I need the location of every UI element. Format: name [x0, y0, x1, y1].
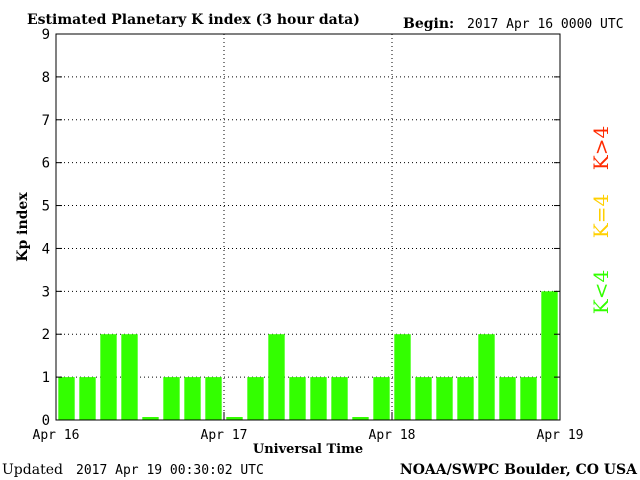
kp-bar [541, 291, 558, 420]
y-axis-label: Kp index [15, 192, 31, 262]
kp-bar [184, 377, 201, 420]
kp-bar [121, 334, 138, 420]
x-tick-label: Apr 16 [33, 428, 80, 443]
y-tick-label: 7 [42, 113, 50, 129]
y-tick-label: 6 [42, 156, 50, 172]
kp-bar [499, 377, 516, 420]
kp-bar [331, 377, 348, 420]
y-tick-label: 0 [42, 413, 50, 429]
color-legend: K>4 K=4 K<4 [589, 126, 613, 314]
y-tick-label: 2 [42, 327, 50, 343]
kp-bar [79, 377, 96, 420]
x-axis-ticks: Apr 16 Apr 17 Apr 18 Apr 19 [33, 412, 584, 443]
y-tick-label: 5 [42, 199, 50, 215]
kp-bar [142, 417, 159, 420]
kp-bar [478, 334, 495, 420]
source-credit: NOAA/SWPC Boulder, CO USA [400, 462, 638, 478]
legend-item: K<4 [589, 270, 613, 314]
bar-series [58, 291, 558, 420]
grid-lines [56, 34, 560, 420]
legend-item: K>4 [589, 126, 613, 170]
updated-value: 2017 Apr 19 00:30:02 UTC [76, 463, 264, 478]
kp-bar [268, 334, 285, 420]
kp-bar [520, 377, 537, 420]
updated-label: Updated [2, 462, 63, 478]
kp-bar [373, 377, 390, 420]
kp-bar [205, 377, 222, 420]
kp-bar [352, 417, 369, 420]
kp-bar [247, 377, 264, 420]
x-tick-label: Apr 19 [537, 428, 584, 443]
kp-bar [163, 377, 180, 420]
chart-title: Estimated Planetary K index (3 hour data… [27, 12, 360, 28]
y-tick-label: 1 [42, 370, 50, 386]
begin-value: 2017 Apr 16 0000 UTC [467, 17, 624, 32]
kp-bar [310, 377, 327, 420]
x-tick-label: Apr 17 [201, 428, 248, 443]
x-axis-label: Universal Time [253, 442, 363, 457]
kp-bar [436, 377, 453, 420]
legend-item: K=4 [589, 194, 613, 238]
kp-bar [58, 377, 75, 420]
kp-bar [415, 377, 432, 420]
plot-frame [55, 33, 561, 421]
kp-bar [100, 334, 117, 420]
kp-bar [394, 334, 411, 420]
y-tick-label: 8 [42, 70, 50, 86]
y-tick-label: 4 [42, 241, 50, 257]
x-tick-label: Apr 18 [369, 428, 416, 443]
y-tick-label: 9 [42, 27, 50, 43]
y-tick-label: 3 [42, 284, 50, 300]
kp-bar [289, 377, 306, 420]
y-axis-ticks: 0 1 2 3 4 5 6 7 8 9 [42, 27, 560, 429]
begin-label: Begin: [403, 16, 454, 32]
kp-bar [226, 417, 243, 420]
kp-bar [457, 377, 474, 420]
